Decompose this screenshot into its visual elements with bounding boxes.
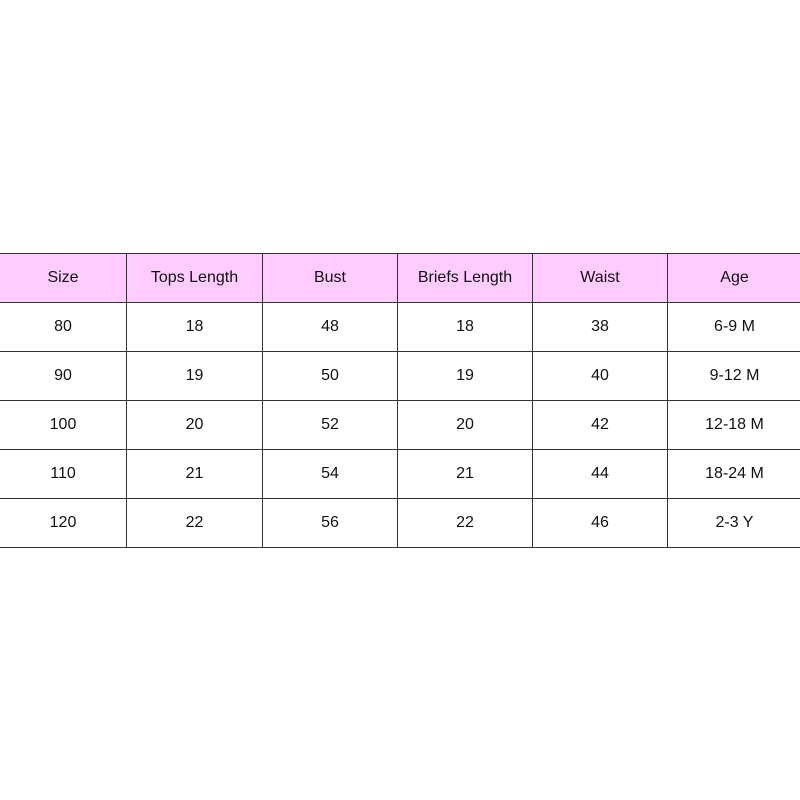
table-cell: 22 bbox=[397, 498, 533, 548]
column-header: Tops Length bbox=[126, 253, 263, 303]
table-cell: 100 bbox=[0, 400, 127, 450]
table-cell: 18-24 M bbox=[667, 449, 800, 499]
table-cell: 21 bbox=[397, 449, 533, 499]
column-header: Bust bbox=[262, 253, 398, 303]
table-cell: 6-9 M bbox=[667, 302, 800, 352]
table-cell: 44 bbox=[532, 449, 668, 499]
table-row: 90 19 50 19 40 9-12 M bbox=[0, 351, 800, 401]
table-cell: 90 bbox=[0, 351, 127, 401]
table-cell: 40 bbox=[532, 351, 668, 401]
table-cell: 120 bbox=[0, 498, 127, 548]
table-cell: 22 bbox=[126, 498, 263, 548]
table-cell: 2-3 Y bbox=[667, 498, 800, 548]
table-row: 100 20 52 20 42 12-18 M bbox=[0, 400, 800, 450]
table-cell: 18 bbox=[397, 302, 533, 352]
table-cell: 38 bbox=[532, 302, 668, 352]
table-cell: 42 bbox=[532, 400, 668, 450]
table-cell: 46 bbox=[532, 498, 668, 548]
table-cell: 19 bbox=[126, 351, 263, 401]
table-cell: 52 bbox=[262, 400, 398, 450]
table-cell: 110 bbox=[0, 449, 127, 499]
table-row: 80 18 48 18 38 6-9 M bbox=[0, 302, 800, 352]
table-cell: 21 bbox=[126, 449, 263, 499]
table-cell: 56 bbox=[262, 498, 398, 548]
column-header: Size bbox=[0, 253, 127, 303]
table-cell: 9-12 M bbox=[667, 351, 800, 401]
header-row: Size Tops Length Bust Briefs Length Waist Age bbox=[0, 253, 800, 303]
table-cell: 19 bbox=[397, 351, 533, 401]
table-cell: 80 bbox=[0, 302, 127, 352]
table-row: 110 21 54 21 44 18-24 M bbox=[0, 449, 800, 499]
table-cell: 48 bbox=[262, 302, 398, 352]
column-header: Waist bbox=[532, 253, 668, 303]
table-cell: 20 bbox=[397, 400, 533, 450]
table-cell: 18 bbox=[126, 302, 263, 352]
table-cell: 50 bbox=[262, 351, 398, 401]
table-row: 120 22 56 22 46 2-3 Y bbox=[0, 498, 800, 548]
table-cell: 12-18 M bbox=[667, 400, 800, 450]
table-cell: 20 bbox=[126, 400, 263, 450]
column-header: Briefs Length bbox=[397, 253, 533, 303]
size-chart-table: Size Tops Length Bust Briefs Length Waist Age… bbox=[0, 253, 800, 548]
table-cell: 54 bbox=[262, 449, 398, 499]
column-header: Age bbox=[667, 253, 800, 303]
